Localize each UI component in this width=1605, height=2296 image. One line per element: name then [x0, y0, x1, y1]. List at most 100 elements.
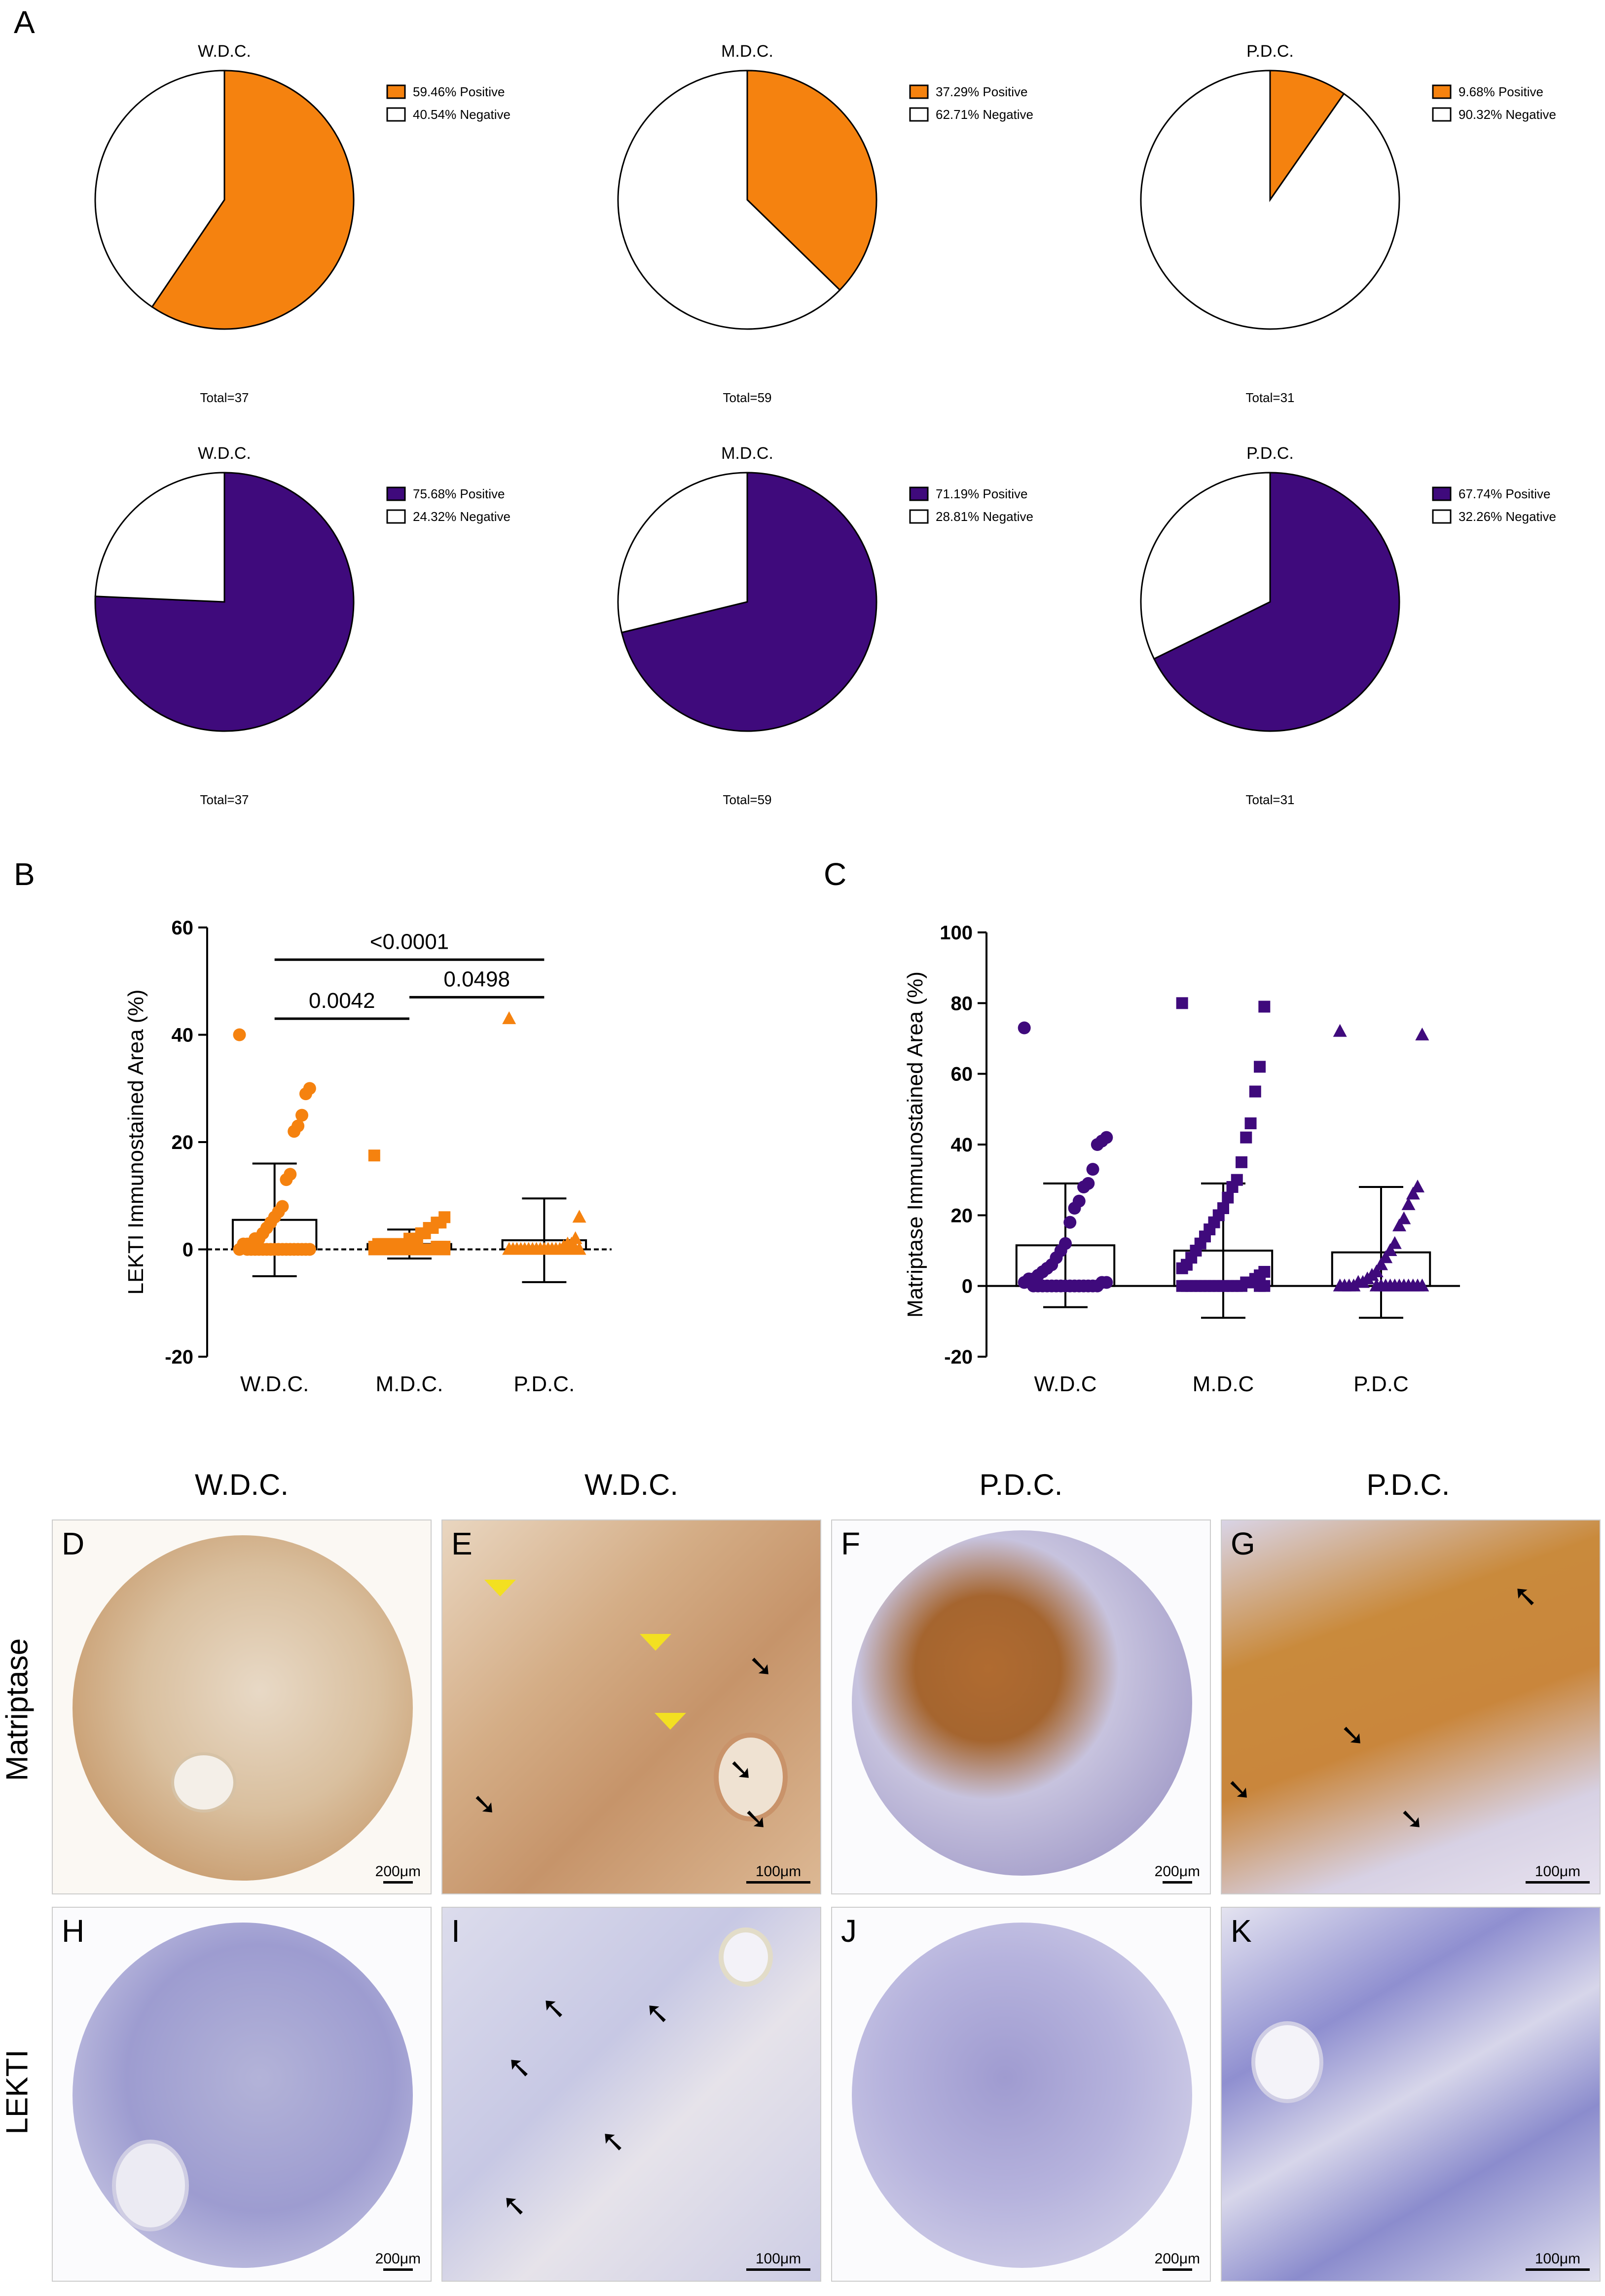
pie-slice-negative: [1140, 472, 1271, 660]
micrograph-f: F 200μm: [831, 1519, 1211, 1894]
scale-bar-line: [746, 2268, 810, 2271]
legend-swatch: [1432, 107, 1452, 122]
scale-bar-line: [746, 1881, 810, 1884]
micrograph-g: ➘ ➘ ➘ ➘ G 100μm: [1221, 1519, 1601, 1894]
data-point: [1244, 1117, 1257, 1129]
y-tick-label: 20: [172, 1132, 194, 1153]
pie-charts: W.D.C. Total=37 59.46% Positive 40.54% Nega…: [94, 42, 1556, 807]
scale-bar: 100μm: [746, 2251, 810, 2271]
micrograph-j: J 200μm: [831, 1907, 1211, 2282]
x-tick-label: W.D.C.: [240, 1372, 309, 1396]
legend-swatch: [386, 107, 406, 122]
scale-bar-line: [1162, 1881, 1192, 1884]
legend-swatch: [909, 107, 929, 122]
pie-title: M.D.C.: [721, 444, 773, 463]
y-tick-label: 60: [951, 1064, 973, 1085]
y-tick-label: -20: [944, 1346, 973, 1368]
black-arrow-icon: ➘: [645, 1998, 670, 2031]
yellow-arrowhead-icon: [640, 1634, 671, 1651]
scale-bar-label: 200μm: [1154, 2251, 1200, 2267]
tissue-core: [852, 1530, 1192, 1876]
pie-slice-positive: [94, 472, 355, 732]
panel-label-i: I: [451, 1913, 460, 1949]
legend-label: 9.68% Positive: [1459, 84, 1543, 99]
scale-bar-label: 100μm: [1534, 2251, 1581, 2267]
legend-label: 90.32% Negative: [1459, 107, 1556, 122]
data-point: [368, 1243, 380, 1256]
data-point: [435, 1243, 447, 1256]
lekti-bar-chart: -20 0 20 40 60 LEKTI Immunostained Area (%) W.…: [124, 917, 612, 1396]
scale-bar-label: 200μm: [375, 2251, 421, 2267]
pie-slice-positive: [746, 70, 877, 291]
data-point: [1063, 1216, 1077, 1229]
data-point: [233, 1028, 246, 1041]
scale-bar: 200μm: [1155, 2251, 1200, 2271]
row-head-lekti: LEKTI: [0, 2049, 35, 2135]
pie-title: P.D.C.: [1246, 42, 1294, 61]
data-point: [533, 1242, 547, 1255]
micrograph-d: D 200μm: [52, 1519, 432, 1894]
data-point: [1027, 1279, 1040, 1293]
data-point: [502, 1011, 516, 1024]
column-head-pdc-2: P.D.C.: [1366, 1468, 1450, 1501]
data-point: [1240, 1131, 1252, 1144]
column-head-wdc-2: W.D.C.: [584, 1468, 678, 1501]
y-tick-label: 40: [951, 1134, 973, 1156]
column-head-wdc-1: W.D.C.: [195, 1468, 289, 1501]
data-point: [1401, 1197, 1416, 1210]
panel-label-h: H: [62, 1913, 85, 1949]
data-point: [295, 1109, 309, 1122]
pie-total: Total=37: [200, 792, 249, 807]
scale-bar: 100μm: [1526, 2251, 1590, 2271]
legend-label: 28.81% Negative: [936, 509, 1033, 524]
matriptase-bar-chart: -20 0 20 40 60 80 100 Matriptase Immunostained …: [903, 922, 1460, 1396]
legend-label: 40.54% Negative: [413, 107, 511, 122]
tissue-vessel: [1251, 2021, 1323, 2103]
scale-bar-line: [1526, 2268, 1590, 2271]
legend-label: 32.26% Negative: [1459, 509, 1556, 524]
black-arrow-icon: ➘: [1340, 1718, 1365, 1751]
data-point: [241, 1243, 254, 1256]
x-tick-label: M.D.C.: [376, 1372, 443, 1396]
scale-bar-label: 100μm: [1534, 1863, 1581, 1880]
p-value-label: <0.0001: [370, 929, 449, 954]
legend-label: 37.29% Positive: [936, 84, 1027, 99]
black-arrow-icon: ➘: [507, 2052, 532, 2085]
tissue-core: [852, 1923, 1192, 2268]
scale-bar: 100μm: [1526, 1863, 1590, 1884]
y-tick-label: 0: [182, 1239, 193, 1261]
data-point: [1333, 1278, 1347, 1292]
scale-bar: 200μm: [375, 1863, 421, 1884]
pie-total: Total=59: [723, 390, 771, 405]
data-point: [1369, 1278, 1384, 1292]
black-arrow-icon: ➘: [1513, 1581, 1538, 1614]
scale-bar-line: [1526, 1881, 1590, 1884]
legend-swatch: [1432, 486, 1452, 501]
panel-label-g: G: [1231, 1526, 1255, 1561]
pie-slice-negative: [1140, 70, 1400, 330]
legend-label: 71.19% Positive: [936, 486, 1027, 501]
data-point: [1018, 1021, 1031, 1035]
scale-bar: 200μm: [375, 2251, 421, 2271]
panel-label-b: B: [14, 856, 35, 892]
panel-label-k: K: [1231, 1913, 1252, 1949]
black-arrow-icon: ➘: [1227, 1773, 1252, 1806]
black-arrow-icon: ➘: [600, 2126, 625, 2159]
data-point: [1406, 1186, 1420, 1200]
y-tick-label: 100: [940, 922, 973, 944]
scale-bar-line: [383, 1881, 413, 1884]
data-point: [1086, 1163, 1099, 1176]
yellow-arrowhead-icon: [655, 1713, 686, 1730]
black-arrow-icon: ➘: [1399, 1802, 1424, 1835]
tissue-core: [73, 1535, 413, 1881]
data-point: [1392, 1218, 1407, 1231]
data-point: [1415, 1027, 1429, 1040]
yellow-arrowhead-icon: [484, 1580, 516, 1596]
data-point: [1068, 1202, 1081, 1215]
micrograph-h: H 200μm: [52, 1907, 432, 2282]
legend-label: 62.71% Negative: [936, 107, 1033, 122]
y-tick-label: 80: [951, 993, 973, 1014]
x-tick-label: P.D.C: [1353, 1372, 1409, 1396]
scale-bar-line: [383, 2268, 413, 2271]
black-arrow-icon: ➘: [748, 1649, 773, 1682]
